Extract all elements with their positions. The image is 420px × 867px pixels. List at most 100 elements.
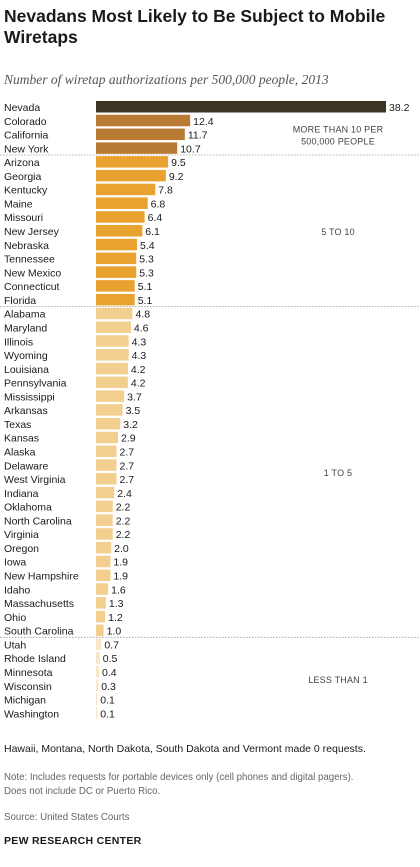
category-label: Massachusetts (4, 598, 74, 610)
value-label: 4.2 (131, 364, 146, 376)
value-label: 5.1 (138, 295, 153, 307)
category-label: Arkansas (4, 405, 48, 417)
bar (96, 376, 128, 389)
category-label: Maine (4, 198, 33, 210)
value-label: 1.9 (113, 557, 128, 569)
value-label: 2.7 (119, 460, 134, 472)
value-label: 12.4 (193, 116, 214, 128)
bar (96, 459, 117, 471)
value-label: 3.2 (123, 419, 138, 431)
bar-chart: Nevada 38.2 Colorado 12.4 California 11.7 New … (0, 101, 420, 720)
value-label: 0.4 (102, 667, 117, 679)
category-label: New Mexico (4, 267, 61, 279)
category-label: Idaho (4, 584, 30, 596)
bar (96, 142, 178, 154)
category-label: Louisiana (4, 364, 49, 376)
bar (96, 362, 128, 375)
value-label: 6.1 (145, 226, 160, 238)
category-label: Minnesota (4, 667, 53, 679)
bar (96, 252, 137, 265)
value-label: 3.5 (126, 405, 141, 417)
category-label: Oregon (4, 543, 39, 555)
category-label: Mississippi (4, 391, 55, 403)
bar (96, 707, 98, 719)
category-label: New Hampshire (4, 571, 79, 583)
bar (96, 597, 106, 609)
bar (96, 280, 135, 292)
value-label: 3.7 (127, 391, 142, 403)
category-label: Michigan (4, 695, 46, 707)
category-label: Nebraska (4, 240, 49, 252)
bar (96, 583, 109, 595)
group-label: 5 TO 10 (321, 227, 355, 237)
value-label: 2.0 (114, 543, 129, 555)
value-label: 11.7 (188, 130, 208, 142)
organization-name: PEW RESEARCH CENTER (4, 835, 142, 847)
bar (96, 610, 106, 623)
bar (96, 569, 111, 582)
bar (96, 293, 135, 306)
category-label: Connecticut (4, 281, 60, 293)
bar (96, 679, 99, 692)
category-label: New York (4, 143, 49, 155)
bar (96, 307, 133, 320)
category-label: Delaware (4, 460, 49, 472)
category-label: Alaska (4, 447, 36, 459)
value-label: 2.2 (116, 502, 131, 514)
value-label: 0.3 (101, 681, 116, 693)
bar (96, 665, 100, 678)
bar (96, 638, 102, 650)
value-label: 1.3 (109, 598, 124, 610)
category-label: Illinois (4, 336, 33, 348)
value-label: 5.1 (138, 281, 153, 293)
bar (96, 693, 98, 706)
category-label: Wyoming (4, 350, 48, 362)
value-label: 1.6 (111, 584, 126, 596)
value-label: 0.7 (104, 639, 119, 651)
value-label: 1.0 (107, 626, 122, 638)
value-label: 4.3 (132, 350, 147, 362)
category-label: Indiana (4, 488, 39, 500)
value-label: 0.1 (100, 695, 115, 707)
category-label: Nevada (4, 102, 40, 114)
category-label: Alabama (4, 309, 46, 321)
value-label: 4.8 (135, 309, 150, 321)
category-label: Pennsylvania (4, 378, 67, 390)
bar (96, 169, 166, 182)
category-label: North Carolina (4, 515, 72, 527)
category-label: Oklahoma (4, 502, 52, 514)
category-label: Kentucky (4, 185, 48, 197)
category-label: Arizona (4, 157, 40, 169)
value-label: 2.2 (116, 515, 131, 527)
bar (96, 555, 111, 568)
bar (96, 500, 113, 513)
value-label: 2.7 (119, 474, 134, 486)
category-label: Rhode Island (4, 653, 66, 665)
bar (96, 266, 137, 278)
value-label: 10.7 (180, 143, 201, 155)
bar (96, 514, 113, 526)
source: Source: United States Courts (4, 812, 130, 823)
value-label: 38.2 (389, 102, 410, 114)
value-label: 4.6 (134, 322, 149, 334)
chart-title: Nevadans Most Likely to Be Subject to Mo… (4, 6, 386, 47)
note-line: Does not include DC or Puerto Rico. (4, 786, 161, 797)
category-label: Washington (4, 708, 59, 720)
bar (96, 238, 137, 251)
group-label: 500,000 PEOPLE (301, 136, 375, 146)
value-label: 1.9 (113, 571, 128, 583)
bar (96, 404, 123, 416)
bar (96, 225, 143, 237)
bar (96, 156, 169, 168)
bar (96, 431, 119, 444)
note: Note: Includes requests for portable dev… (4, 771, 416, 799)
category-label: Utah (4, 639, 26, 651)
category-label: Iowa (4, 557, 26, 569)
bar (96, 183, 156, 196)
value-label: 0.5 (103, 653, 118, 665)
bar (96, 486, 115, 499)
value-label: 6.8 (151, 198, 166, 210)
bar (96, 197, 148, 209)
value-label: 0.1 (100, 708, 115, 720)
bar (96, 211, 145, 223)
